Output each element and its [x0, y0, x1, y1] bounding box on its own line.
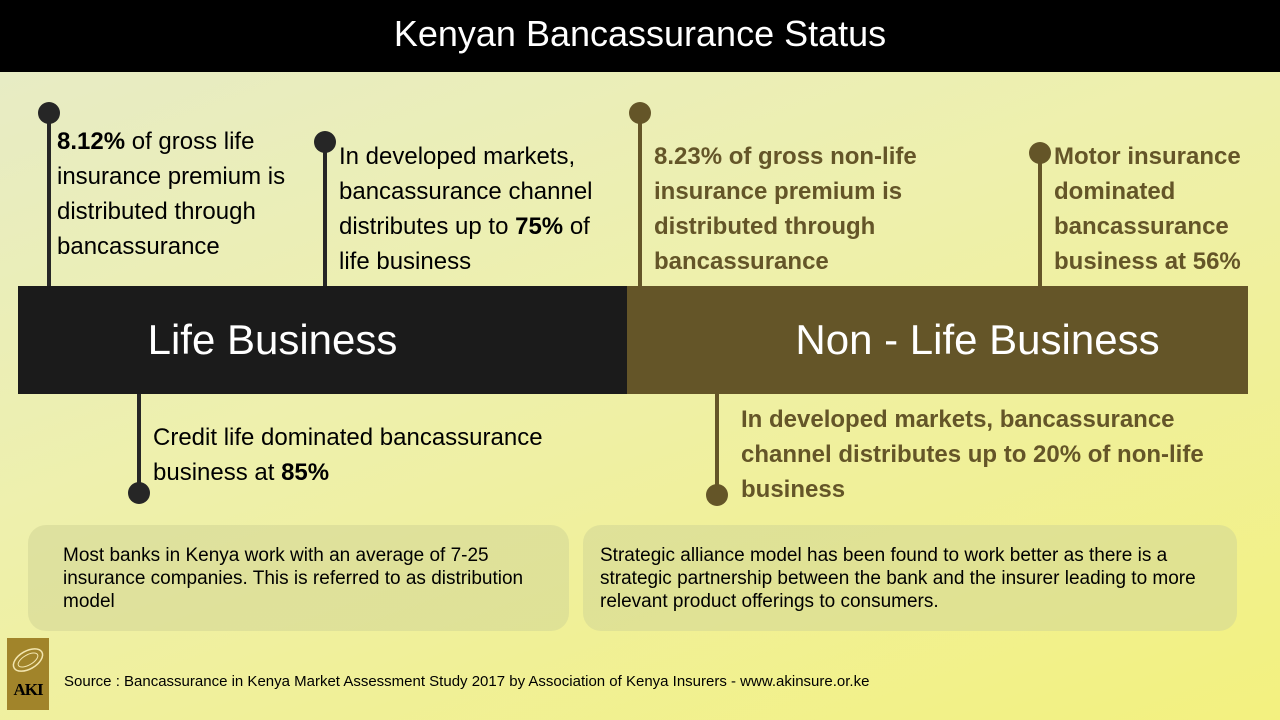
- distribution-model-note: Most banks in Kenya work with an average…: [28, 525, 569, 631]
- connector-dot: [38, 102, 60, 124]
- strategic-alliance-note: Strategic alliance model has been found …: [583, 525, 1237, 631]
- nonlife-business-band: Non - Life Business: [627, 286, 1248, 394]
- connector-stem: [1038, 154, 1042, 288]
- fact-nonlife-motor: Motor insurance dominated bancassurance …: [1054, 143, 1241, 275]
- page-title: Kenyan Bancassurance Status: [0, 0, 1280, 72]
- fact-text: of gross life insurance premium is distr…: [57, 128, 286, 260]
- life-business-label: Life Business: [147, 316, 398, 363]
- fact-life-gross-premium: 8.12% of gross life insurance premium is…: [57, 124, 312, 264]
- fact-highlight: 85%: [281, 459, 330, 486]
- connector-dot: [629, 102, 651, 124]
- fact-highlight: 8.12%: [57, 128, 126, 155]
- logo-text: AKI: [13, 680, 43, 699]
- fact-text: Credit life dominated bancassurance busi…: [153, 424, 543, 486]
- fact-life-developed-markets: In developed markets, bancassurance chan…: [339, 139, 614, 279]
- connector-dot: [128, 482, 150, 504]
- connector-stem: [47, 116, 51, 288]
- fact-text: of life business: [339, 213, 590, 275]
- connector-stem: [715, 394, 719, 494]
- fact-nonlife-developed-markets: In developed markets, bancassurance chan…: [741, 406, 1204, 503]
- fact-life-credit: Credit life dominated bancassurance busi…: [153, 420, 573, 490]
- fact-nonlife-gross-premium: 8.23% of gross non-life insurance premiu…: [654, 143, 917, 275]
- connector-stem: [323, 145, 327, 288]
- connector-stem: [137, 394, 141, 490]
- nonlife-business-label: Non - Life Business: [795, 316, 1160, 363]
- life-business-band: Life Business: [18, 286, 627, 394]
- aki-logo-icon: AKI: [7, 638, 49, 710]
- connector-dot: [706, 484, 728, 506]
- connector-stem: [638, 116, 642, 288]
- fact-highlight: 75%: [515, 213, 564, 240]
- source-citation: Source : Bancassurance in Kenya Market A…: [64, 673, 870, 690]
- connector-dot: [1029, 142, 1051, 164]
- fact-text: In developed markets, bancassurance chan…: [339, 143, 593, 240]
- aki-emblem-icon: [12, 648, 44, 672]
- connector-dot: [314, 131, 336, 153]
